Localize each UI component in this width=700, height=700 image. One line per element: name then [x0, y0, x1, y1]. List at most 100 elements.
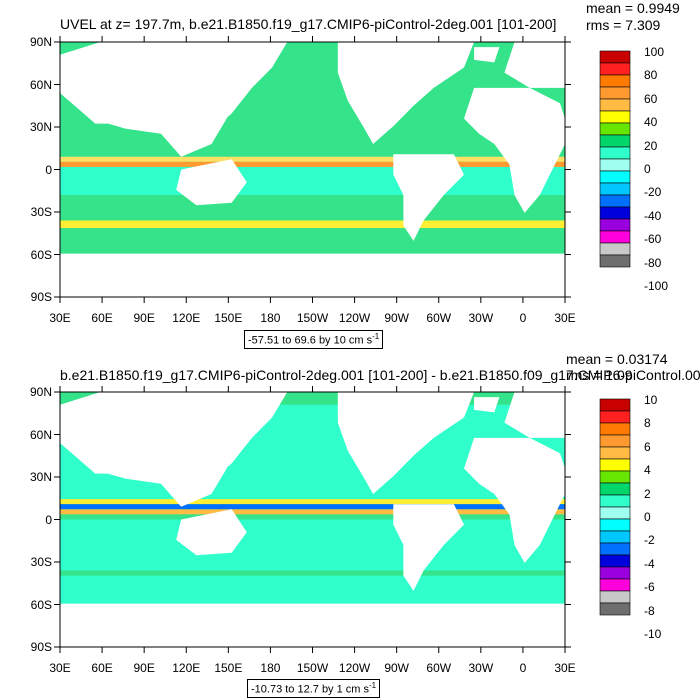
lon-label: 60E [91, 311, 113, 325]
velocity-band [60, 161, 565, 167]
lon-label: 150W [296, 311, 329, 325]
lon-label: 30E [554, 661, 576, 675]
axis-ticks [54, 386, 571, 653]
velocity-band [60, 156, 565, 162]
colorbar-label: -60 [644, 232, 662, 247]
lat-label: 30S [30, 205, 52, 219]
lon-label: 30W [468, 311, 494, 325]
colorbar-swatch [599, 542, 631, 556]
land-mask [60, 392, 288, 505]
colorbar-swatch [599, 194, 631, 208]
colorbar-swatch [599, 146, 631, 160]
bottom-map-plot [54, 386, 631, 653]
velocity-band [60, 504, 565, 510]
velocity-band [60, 499, 565, 505]
colorbar-swatch [599, 158, 631, 172]
velocity-band [60, 195, 565, 221]
colorbar-label: -8 [644, 603, 655, 618]
colorbar-swatch [599, 74, 631, 88]
colorbar-swatch [599, 122, 631, 136]
colorbar-label: 0 [644, 510, 651, 524]
unit-exponent: -1 [372, 332, 380, 341]
lon-label: 90E [133, 661, 155, 675]
lat-label: 0 [45, 512, 52, 527]
lon-label: 60W [426, 661, 452, 675]
mean-value: mean = 0.03174 [566, 351, 668, 367]
lat-label: 0 [45, 162, 52, 177]
colorbar-swatch [599, 62, 631, 76]
colorbar-swatch [599, 410, 631, 424]
colorbar-label: -40 [644, 208, 662, 223]
lon-label: 30E [554, 311, 576, 325]
colorbar-swatch [599, 518, 631, 532]
colorbar-swatch [599, 422, 631, 436]
map-border [59, 41, 566, 298]
colorbar-label: 0 [644, 162, 651, 176]
colorbar-swatch [599, 50, 631, 64]
land-mask [504, 392, 565, 438]
colorbar-label: -2 [644, 533, 655, 548]
colorbar-swatch [599, 242, 631, 256]
range-text: -10.73 to 12.7 by 1 cm s [251, 683, 370, 696]
colorbar-label: 20 [644, 138, 658, 153]
land-mask [60, 42, 288, 155]
colorbar-label: 60 [644, 91, 658, 106]
lon-label: 150W [296, 661, 329, 675]
bottom-panel: b.e21.B1850.f19_g17.CMIP6-piControl-2deg… [0, 350, 700, 700]
colorbar-swatch [599, 182, 631, 196]
plot-title: UVEL at z= 197.7m, b.e21.B1850.f19_g17.C… [60, 16, 557, 32]
lat-label: 60S [30, 247, 52, 262]
unit-exponent: -1 [369, 681, 377, 690]
velocity-band [60, 570, 565, 576]
land-mask [60, 253, 565, 297]
colorbar [599, 50, 631, 268]
velocity-band [60, 166, 565, 173]
colorbar-label: 6 [644, 439, 651, 454]
colorbar-label: -20 [644, 185, 662, 200]
land-mask [337, 392, 475, 494]
colorbar-swatch [599, 398, 631, 412]
land-mask [474, 47, 500, 63]
colorbar-swatch [599, 482, 631, 496]
lat-label: 60S [30, 597, 52, 612]
colorbar-label: 8 [644, 416, 651, 431]
velocity-band [60, 575, 565, 604]
colorbar-swatch [599, 494, 631, 508]
colorbar-swatch [599, 98, 631, 112]
lon-label: 0 [519, 311, 527, 325]
top-panel: UVEL at z= 197.7m, b.e21.B1850.f19_g17.C… [29, 0, 680, 349]
lat-label: 90S [30, 640, 52, 654]
velocity-band [60, 172, 565, 195]
lon-label: 150E [214, 311, 243, 325]
colorbar-swatch [599, 206, 631, 220]
lon-label: 120E [172, 311, 201, 325]
land-mask [393, 154, 464, 241]
lon-label: 180 [260, 661, 281, 675]
velocity-band [60, 514, 565, 520]
colorbar-swatch [599, 590, 631, 604]
lat-label: 60N [29, 427, 52, 442]
land-mask [474, 397, 500, 413]
colorbar-swatch [599, 458, 631, 472]
lon-label: 0 [519, 661, 527, 675]
colorbar-label: 2 [644, 486, 651, 501]
colorbar-swatch [599, 566, 631, 580]
lon-label: 120W [338, 311, 371, 325]
colorbar-label: 4 [644, 463, 651, 478]
lat-label: 30N [29, 120, 52, 134]
ocean-field [60, 42, 565, 297]
colorbar-swatch [599, 602, 631, 616]
lon-label: 60W [426, 311, 452, 325]
colorbar [599, 398, 631, 616]
lon-label: 30E [49, 311, 71, 325]
axis-ticks [54, 36, 571, 303]
lat-label: 30S [30, 555, 52, 569]
land-mask [176, 509, 247, 556]
land-mask [393, 504, 464, 591]
lon-label: 30E [49, 661, 71, 675]
lon-label: 180 [260, 311, 281, 325]
colorbar-swatch [599, 254, 631, 268]
lat-label: 90N [29, 35, 52, 49]
lon-label: 120W [338, 661, 371, 675]
lon-label: 90W [384, 311, 409, 325]
